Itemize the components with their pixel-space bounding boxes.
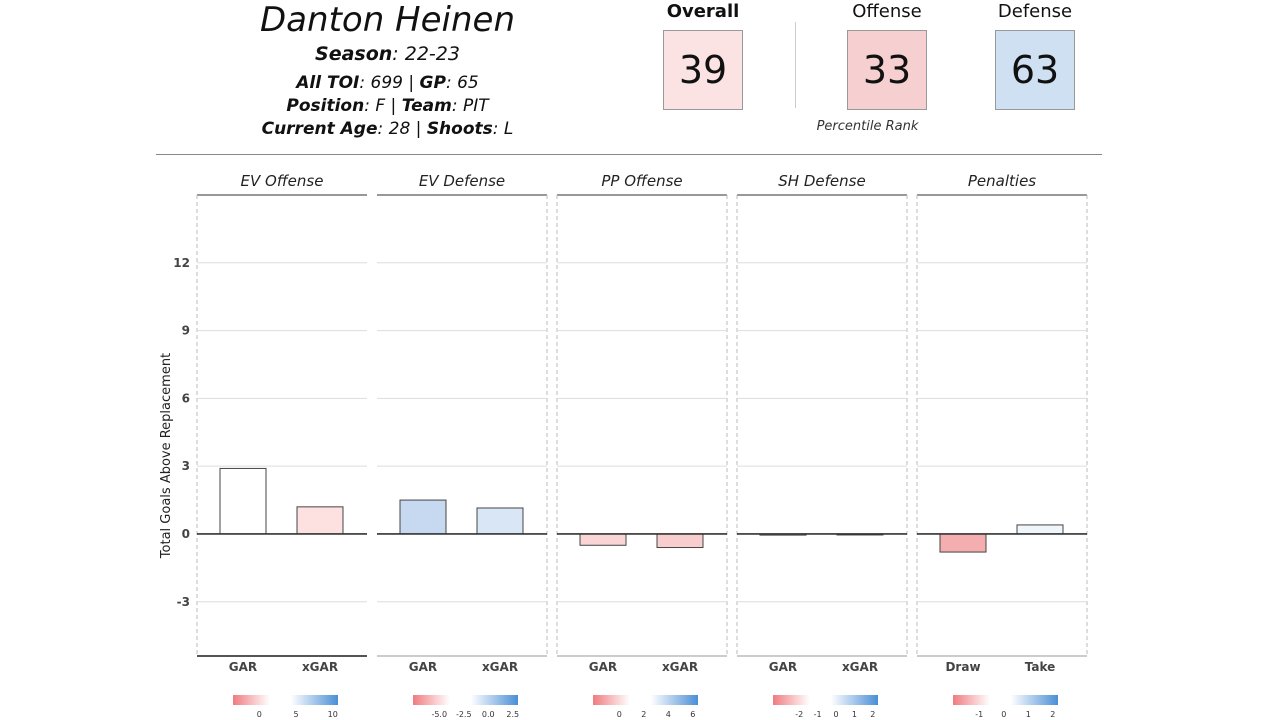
legend-tick-label: 0 bbox=[257, 710, 262, 719]
gp-label: GP bbox=[419, 73, 446, 93]
divider bbox=[795, 22, 796, 108]
season-label: Season bbox=[315, 43, 393, 65]
defense-label: Defense bbox=[997, 1, 1073, 22]
bar bbox=[476, 507, 524, 535]
color-legend-bar bbox=[413, 695, 518, 705]
bar bbox=[296, 506, 344, 535]
percentile-caption: Percentile Rank bbox=[816, 119, 919, 134]
shoots-value: L bbox=[503, 119, 514, 139]
age-value: 28 bbox=[388, 119, 411, 139]
panel-title: SH Defense bbox=[778, 172, 865, 190]
y-tick-label: 0 bbox=[182, 527, 190, 541]
legend-tick-label: -2 bbox=[795, 710, 803, 719]
offense-rank-box: 33 bbox=[847, 30, 927, 110]
y-tick-label: 6 bbox=[182, 391, 190, 405]
x-tick-label: GAR bbox=[409, 660, 437, 674]
header-divider bbox=[156, 154, 1102, 155]
bar bbox=[1016, 524, 1064, 535]
x-tick-label: GAR bbox=[769, 660, 797, 674]
bar bbox=[939, 533, 987, 553]
x-tick-label: xGAR bbox=[302, 660, 338, 674]
y-tick-label: 3 bbox=[182, 459, 190, 473]
bar bbox=[399, 499, 447, 535]
bar bbox=[219, 467, 267, 535]
legend-tick-label: 5 bbox=[293, 710, 298, 719]
x-tick-label: GAR bbox=[229, 660, 257, 674]
gp-value: 65 bbox=[457, 73, 479, 93]
position-value: F bbox=[375, 96, 386, 116]
legend-tick-label: 1 bbox=[852, 710, 857, 719]
legend-tick-label: 0 bbox=[617, 710, 622, 719]
legend-tick-label: 6 bbox=[690, 710, 695, 719]
bar bbox=[579, 533, 627, 546]
color-legend-bar bbox=[773, 695, 878, 705]
color-legend-bar bbox=[593, 695, 698, 705]
legend-tick-label: -1 bbox=[814, 710, 822, 719]
legend-tick-label: 10 bbox=[328, 710, 338, 719]
legend-tick-label: -1 bbox=[975, 710, 983, 719]
legend-tick-label: 2.5 bbox=[506, 710, 519, 719]
bar bbox=[656, 533, 704, 549]
team-label: Team bbox=[401, 96, 452, 116]
x-tick-label: xGAR bbox=[662, 660, 698, 674]
legend-tick-label: -5.0 bbox=[431, 710, 447, 719]
color-legend-bar bbox=[233, 695, 338, 705]
season-line: Season: 22-23 bbox=[315, 43, 460, 65]
y-tick-label: 9 bbox=[182, 324, 190, 338]
panel-title: Penalties bbox=[968, 172, 1036, 190]
legend-tick-label: 0.0 bbox=[482, 710, 495, 719]
x-tick-label: xGAR bbox=[482, 660, 518, 674]
season-value: 22-23 bbox=[404, 43, 460, 65]
toi-line: All TOI: 699 | GP: 65 bbox=[296, 73, 479, 93]
legend-tick-label: -2.5 bbox=[456, 710, 472, 719]
offense-label: Offense bbox=[852, 1, 922, 22]
toi-value: 699 bbox=[370, 73, 403, 93]
legend-tick-label: 2 bbox=[641, 710, 646, 719]
x-tick-label: xGAR bbox=[842, 660, 878, 674]
toi-label: All TOI bbox=[296, 73, 360, 93]
y-tick-label: 12 bbox=[173, 256, 190, 270]
x-tick-label: Take bbox=[1025, 660, 1056, 674]
y-axis-label: Total Goals Above Replacement bbox=[159, 353, 174, 559]
player-name: Danton Heinen bbox=[260, 0, 515, 40]
overall-label: Overall bbox=[666, 1, 740, 22]
age-line: Current Age: 28 | Shoots: L bbox=[261, 119, 514, 139]
shoots-label: Shoots bbox=[426, 119, 493, 139]
overall-rank-box: 39 bbox=[663, 30, 743, 110]
legend-tick-label: 0 bbox=[833, 710, 838, 719]
panel-title: EV Defense bbox=[419, 172, 505, 190]
legend-tick-label: 4 bbox=[666, 710, 671, 719]
x-tick-label: GAR bbox=[589, 660, 617, 674]
legend-tick-label: 1 bbox=[1026, 710, 1031, 719]
color-legend-bar bbox=[953, 695, 1058, 705]
team-value: PIT bbox=[462, 96, 489, 116]
legend-tick-label: 2 bbox=[1050, 710, 1055, 719]
panel-title: EV Offense bbox=[241, 172, 324, 190]
legend-tick-label: 0 bbox=[1001, 710, 1006, 719]
position-line: Position: F | Team: PIT bbox=[286, 96, 489, 116]
legend-tick-label: 2 bbox=[870, 710, 875, 719]
x-tick-label: Draw bbox=[945, 660, 980, 674]
position-label: Position bbox=[286, 96, 365, 116]
y-tick-label: -3 bbox=[177, 595, 190, 609]
panel-title: PP Offense bbox=[601, 172, 682, 190]
age-label: Current Age bbox=[261, 119, 378, 139]
defense-rank-box: 63 bbox=[995, 30, 1075, 110]
